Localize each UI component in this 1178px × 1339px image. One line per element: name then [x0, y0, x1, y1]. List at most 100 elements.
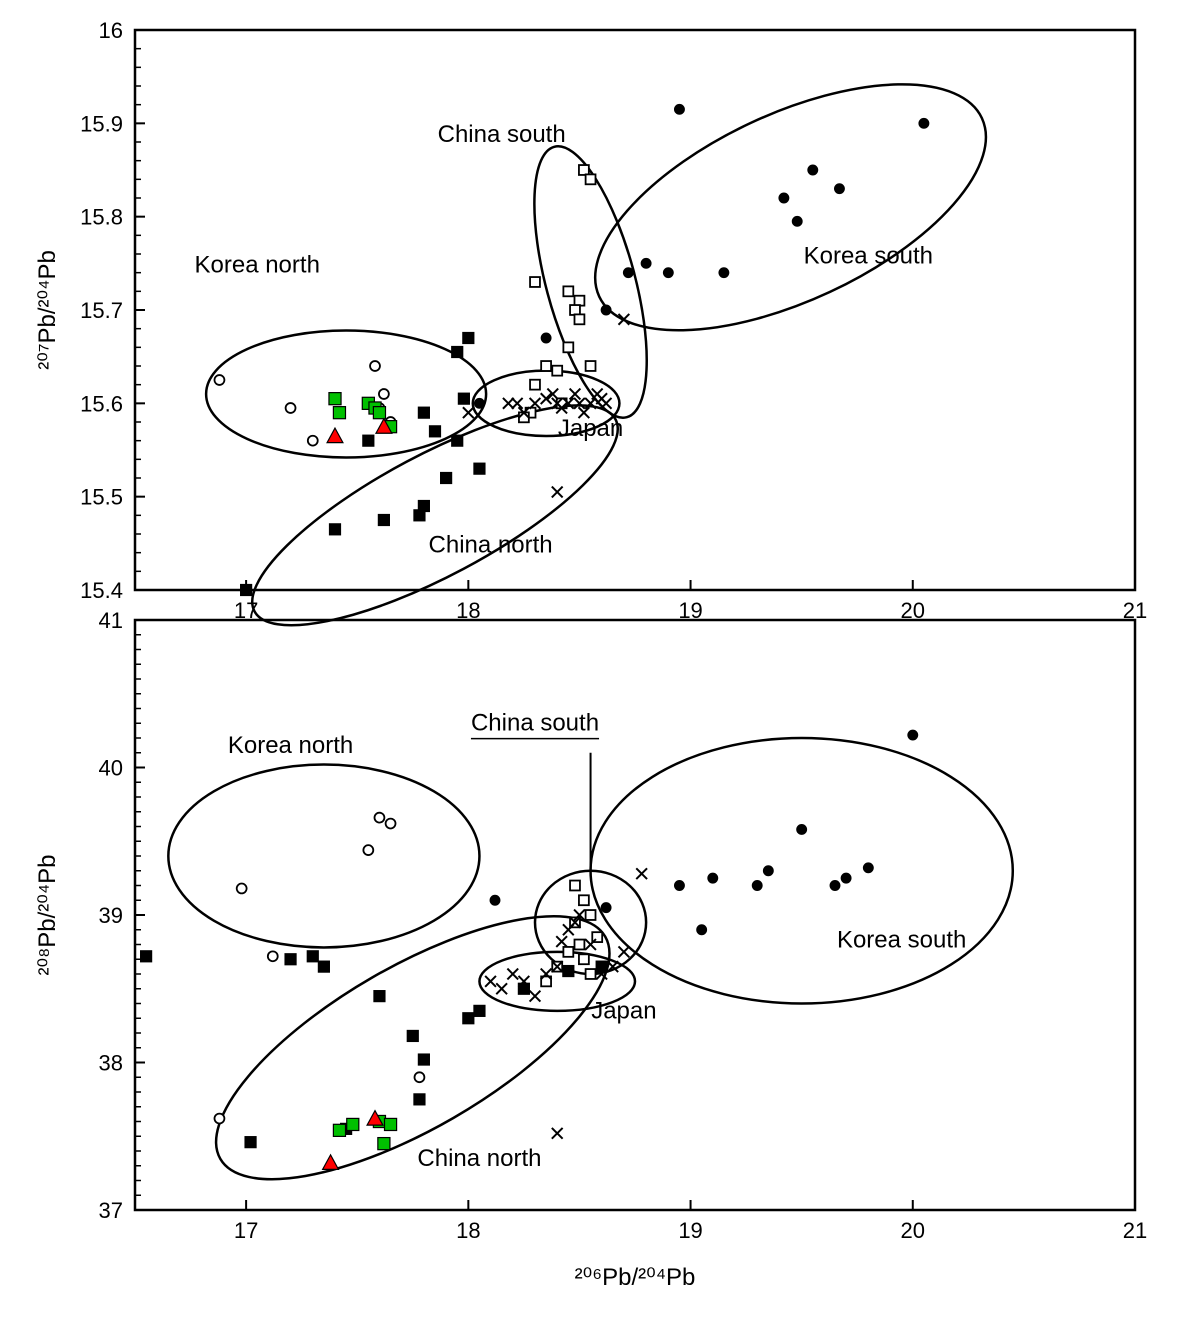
marker [830, 881, 840, 891]
marker [541, 333, 551, 343]
marker [268, 951, 278, 961]
series-sample-red [327, 419, 392, 443]
marker [641, 258, 651, 268]
marker [430, 426, 441, 437]
panel-top: 15.415.515.615.715.815.9161718192021Chin… [34, 18, 1147, 665]
marker [418, 501, 429, 512]
marker [601, 305, 611, 315]
marker [579, 954, 589, 964]
marker [378, 515, 389, 526]
ytick-label: 15.5 [80, 485, 123, 510]
marker [363, 435, 374, 446]
marker [374, 813, 384, 823]
marker [378, 1138, 390, 1150]
series-korea-south [490, 730, 918, 935]
plot-border [135, 30, 1135, 590]
xtick-label: 18 [456, 1218, 480, 1243]
region-label: China south [471, 710, 599, 737]
marker [307, 951, 318, 962]
marker [474, 463, 485, 474]
marker [841, 873, 851, 883]
marker [530, 380, 540, 390]
marker [490, 895, 500, 905]
marker [458, 393, 469, 404]
marker [327, 428, 343, 443]
marker [463, 333, 474, 344]
marker [414, 1072, 424, 1082]
marker [474, 398, 484, 408]
marker [347, 1118, 359, 1130]
marker [386, 819, 396, 829]
ytick-label: 15.4 [80, 578, 123, 603]
marker [541, 361, 551, 371]
region-ellipse [560, 34, 1022, 382]
ytick-label: 41 [99, 608, 123, 633]
marker [241, 585, 252, 596]
marker [245, 1137, 256, 1148]
marker [752, 881, 762, 891]
marker [797, 825, 807, 835]
marker [674, 881, 684, 891]
marker [418, 1054, 429, 1065]
marker [318, 961, 329, 972]
marker [570, 305, 580, 315]
marker [323, 1155, 339, 1170]
ytick-label: 15.7 [80, 298, 123, 323]
region-label: Korea south [837, 926, 966, 953]
marker [601, 903, 611, 913]
marker [563, 342, 573, 352]
marker [863, 863, 873, 873]
ytick-label: 16 [99, 18, 123, 43]
xtick-label: 19 [678, 1218, 702, 1243]
region-label: China north [417, 1145, 541, 1172]
region-label: Korea south [804, 242, 933, 269]
marker [414, 1094, 425, 1105]
marker [623, 268, 633, 278]
xtick-label: 20 [901, 1218, 925, 1243]
ytick-label: 37 [99, 1198, 123, 1223]
marker [579, 895, 589, 905]
region-label: China south [438, 121, 566, 148]
ytick-label: 15.6 [80, 391, 123, 416]
marker [579, 165, 589, 175]
marker [373, 407, 385, 419]
marker [308, 436, 318, 446]
marker [418, 407, 429, 418]
ytick-label: 40 [99, 756, 123, 781]
marker [586, 910, 596, 920]
marker [763, 866, 773, 876]
y-axis-label: ²⁰⁷Pb/²⁰⁴Pb [34, 250, 61, 370]
marker [441, 473, 452, 484]
marker [329, 393, 341, 405]
marker [919, 118, 929, 128]
marker [552, 366, 562, 376]
region-ellipse [206, 331, 486, 458]
marker [374, 991, 385, 1002]
marker [379, 389, 389, 399]
marker [834, 184, 844, 194]
marker [363, 845, 373, 855]
marker [663, 268, 673, 278]
marker [463, 1013, 474, 1024]
marker [563, 947, 573, 957]
region-label: China north [429, 532, 553, 559]
x-axis-label: ²⁰⁶Pb/²⁰⁴Pb [575, 1264, 696, 1291]
figure-svg: 15.415.515.615.715.815.9161718192021Chin… [0, 0, 1178, 1339]
marker [237, 884, 247, 894]
marker [674, 104, 684, 114]
marker [370, 361, 380, 371]
marker [333, 1124, 345, 1136]
marker [385, 1118, 397, 1130]
marker [333, 407, 345, 419]
region-ellipse [168, 765, 479, 948]
ytick-label: 15.8 [80, 205, 123, 230]
marker [407, 1030, 418, 1041]
figure-container: 15.415.515.615.715.815.9161718192021Chin… [0, 0, 1178, 1339]
marker [474, 1005, 485, 1016]
marker [452, 435, 463, 446]
marker [141, 951, 152, 962]
marker [285, 954, 296, 965]
marker [574, 314, 584, 324]
ytick-label: 39 [99, 903, 123, 928]
region-label: Japan [558, 415, 623, 442]
